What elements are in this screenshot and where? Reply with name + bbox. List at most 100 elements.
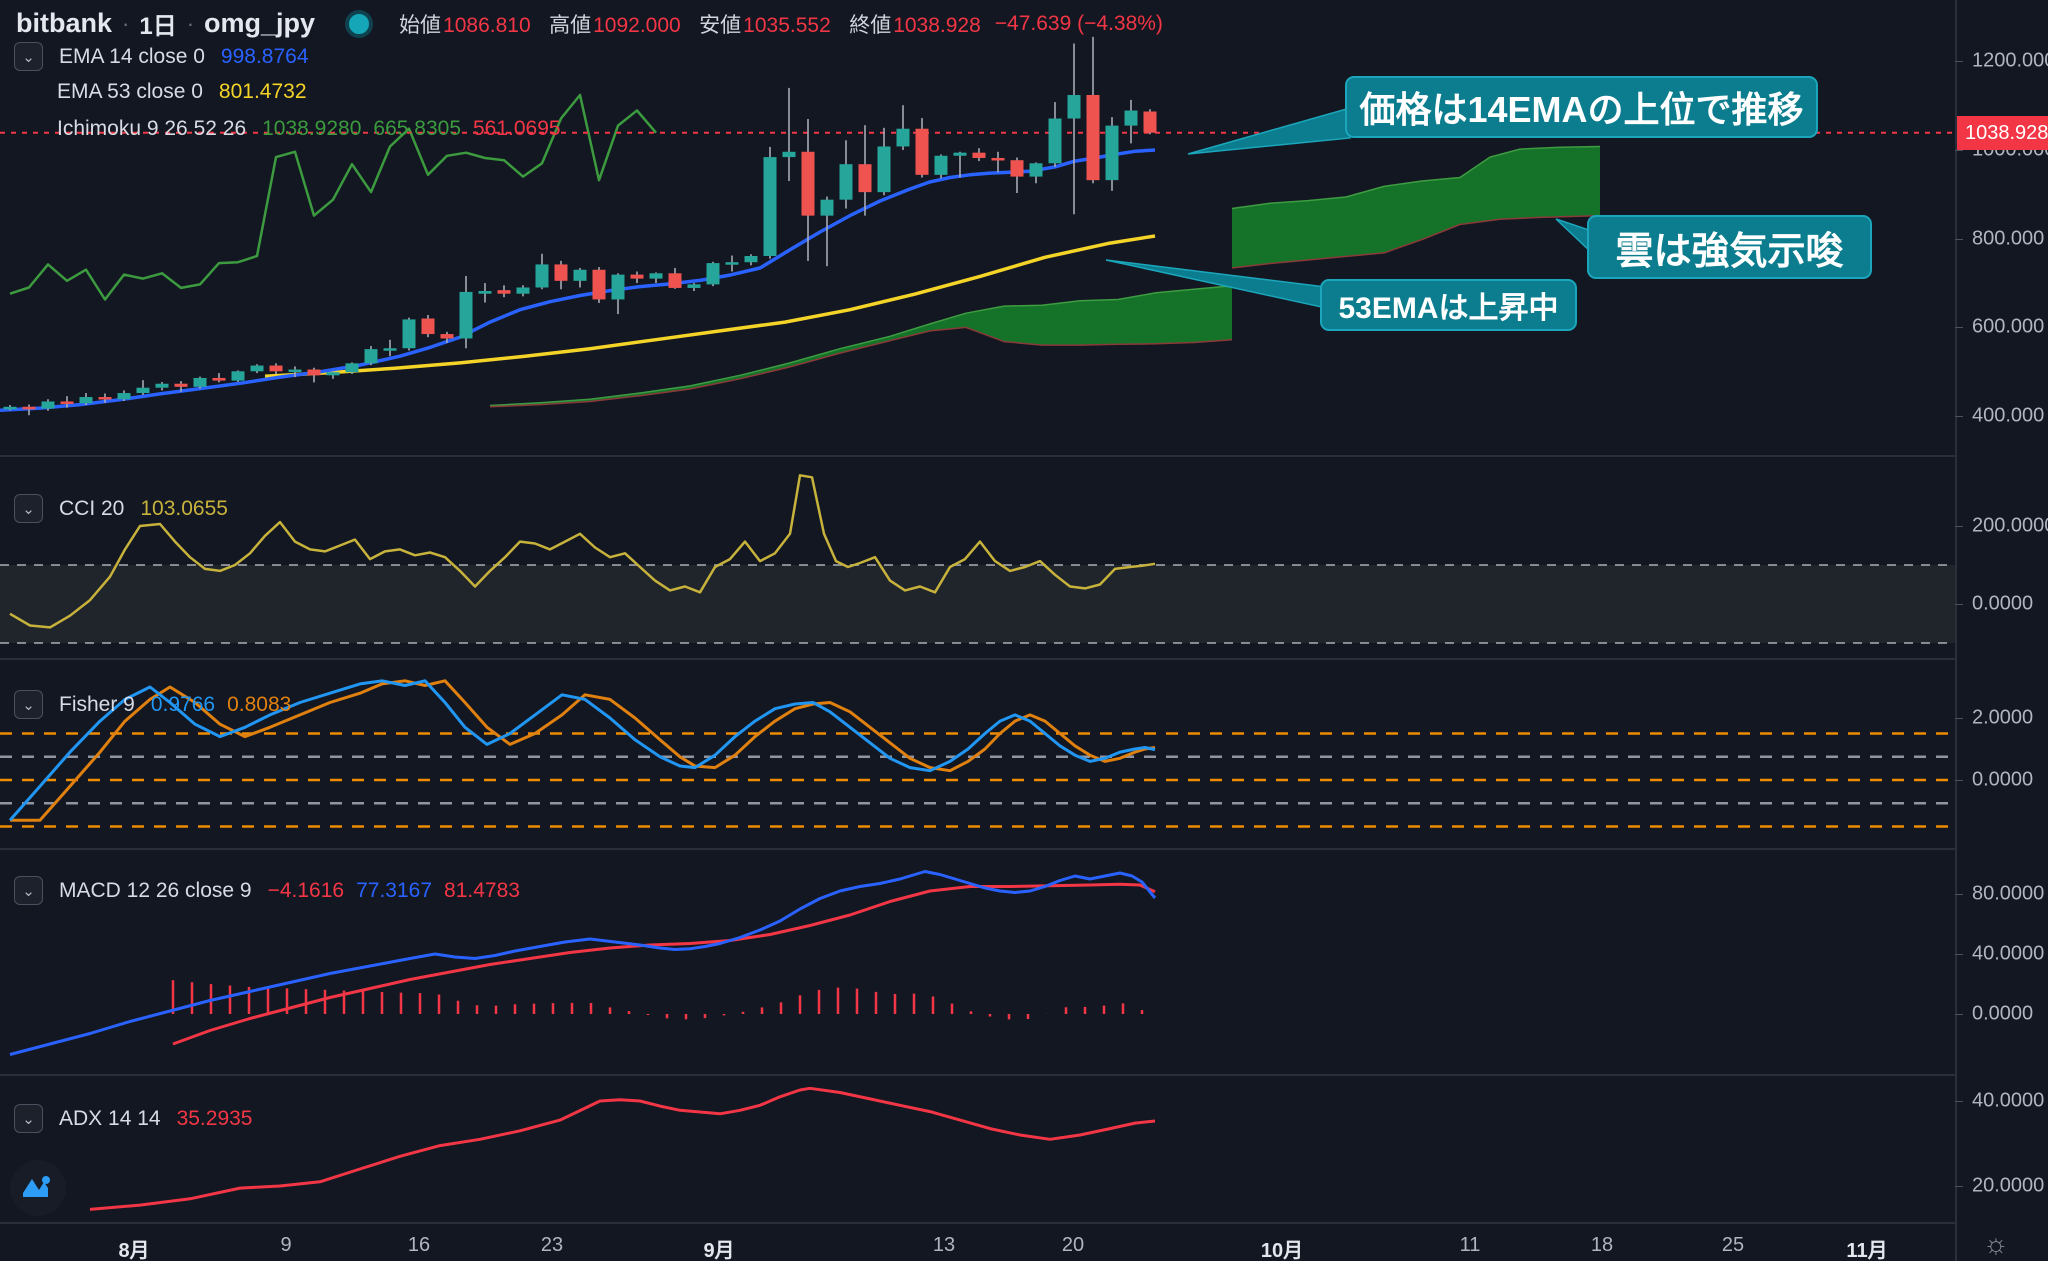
open-value: 1086.810 [443,13,531,37]
cci-value: 103.0655 [140,496,228,520]
price-axis-label: 0.0000 [1972,592,2034,615]
axis-tick [1955,327,1963,328]
axis-tick [1955,526,1963,527]
candlestick-series [3,36,1157,416]
annotation-text: 53EMAは上昇中 [1338,292,1559,325]
indicator-row-adx: ⌄ ADX 14 14 35.2935 [14,1104,265,1133]
annotation-text: 雲は強気示唆 [1615,230,1844,273]
sun-icon[interactable]: ☼ [1983,1228,2009,1259]
axis-tick [1955,894,1963,895]
axis-tick [1955,604,1963,605]
axis-tick [1955,780,1963,781]
change-value: −47.639 (−4.38%) [994,11,1163,35]
indicator-row-macd: ⌄ MACD 12 26 close 9 −4.1616 77.3167 81.… [14,876,532,905]
fisher-value-1: 0.9766 [150,692,216,716]
price-axis-label: 200.0000 [1972,514,2048,537]
time-axis-border [0,1222,1955,1224]
axis-tick [1955,239,1963,240]
ichimoku-cloud [490,285,1232,407]
open-label: 始値 [399,13,442,37]
annotation-text: 価格は14EMAの上位で推移 [1359,89,1804,130]
ema53-value: 801.4732 [218,80,307,103]
fisher-value-2: 0.8083 [227,692,292,716]
price-axis-label: 40.0000 [1972,942,2045,965]
axis-tick [1955,1014,1963,1015]
annotation-callout-price-above-ema[interactable]: 価格は14EMAの上位で推移 [1345,76,1818,138]
ema53-label[interactable]: EMA 53 close 0 [57,80,203,103]
low-label: 安値 [699,13,742,37]
annotation-tail [1187,107,1351,155]
fisher-label[interactable]: Fisher 9 [59,692,135,716]
time-axis-label: 10月 [1260,1240,1304,1261]
ichimoku-label[interactable]: Ichimoku 9 26 52 26 [57,117,247,140]
macd-histogram [171,980,1144,1020]
ichimoku-cloud [1232,146,1600,268]
axis-tick [1955,1101,1963,1102]
time-axis-label: 9 [280,1234,292,1256]
ichimoku-value-2: 665.8305 [373,117,461,140]
chevron-down-icon[interactable]: ⌄ [14,690,43,719]
tradingview-logo[interactable] [10,1160,66,1216]
indicator-row-ema14: ⌄ EMA 14 close 0 998.8764 [14,42,321,71]
interval-button[interactable]: 1日 [139,13,177,40]
low-value: 1035.552 [743,13,831,37]
time-axis-label: 11月 [1846,1240,1888,1261]
pane-separator[interactable] [0,1074,1955,1076]
time-axis-label: 25 [1721,1234,1745,1256]
ohlc-readout: 始値1086.810 高値1092.000 安値1035.552 終値1038.… [399,9,995,39]
pane-separator[interactable] [0,658,1955,660]
close-value: 1038.928 [893,13,981,37]
annotation-callout-cloud-bullish[interactable]: 雲は強気示唆 [1587,215,1872,279]
annotation-callout-ema53-rising[interactable]: 53EMAは上昇中 [1320,279,1577,331]
macd-value-signal: 81.4783 [444,878,520,902]
last-price-badge: 1038.928 [1957,116,2048,150]
axis-tick [1955,416,1963,417]
time-axis-label: 20 [1061,1234,1085,1256]
ema14-value: 998.8764 [220,44,309,68]
indicator-row-ichimoku: Ichimoku 9 26 52 26 1038.9280 665.8305 5… [57,117,573,141]
chevron-down-icon[interactable]: ⌄ [14,42,43,71]
time-axis-label: 18 [1590,1234,1614,1256]
cci-band [0,565,1955,643]
adx-value: 35.2935 [176,1106,253,1130]
time-axis-label: 11 [1459,1234,1481,1256]
price-axis-label: 80.0000 [1972,882,2045,905]
indicator-row-ema53: EMA 53 close 0 801.4732 [57,80,319,104]
cci-label[interactable]: CCI 20 [59,496,125,520]
time-axis-label: 9月 [703,1240,735,1261]
macd-label[interactable]: MACD 12 26 close 9 [59,878,252,902]
axis-tick [1955,150,1963,151]
price-axis-label: 0.0000 [1972,768,2034,791]
time-axis-label: 16 [407,1234,431,1256]
ichimoku-value-1: 1038.9280 [262,117,362,140]
pane-separator[interactable] [0,455,1955,457]
indicator-row-fisher: ⌄ Fisher 9 0.9766 0.8083 [14,690,303,719]
price-axis-label: 2.0000 [1972,706,2034,729]
dot-separator: · [122,10,130,36]
macd-value-hist: −4.1616 [267,878,345,902]
tradingview-logo-icon [23,1176,50,1197]
chevron-down-icon[interactable]: ⌄ [14,494,43,523]
axis-tick [1955,718,1963,719]
price-axis-label: 20.0000 [1972,1174,2045,1197]
macd-value-line: 77.3167 [356,878,433,902]
ema14-label[interactable]: EMA 14 close 0 [59,44,205,68]
price-axis-label: 40.0000 [1972,1089,2045,1112]
pane-separator[interactable] [0,848,1955,850]
chevron-down-icon[interactable]: ⌄ [14,876,43,905]
high-value: 1092.000 [593,13,681,37]
time-axis-label: 13 [932,1234,956,1256]
axis-tick [1955,61,1963,62]
pair-name[interactable]: omg_jpy [204,8,316,38]
chevron-down-icon[interactable]: ⌄ [14,1104,43,1133]
indicator-row-cci: ⌄ CCI 20 103.0655 [14,494,240,523]
ichimoku-value-3: 561.0695 [473,117,561,140]
price-axis-label: 1200.000 [1972,49,2048,72]
adx-label[interactable]: ADX 14 14 [59,1106,161,1130]
high-label: 高値 [549,13,592,37]
close-label: 終値 [849,13,892,37]
symbol-name[interactable]: bitbank [16,8,113,38]
time-axis-label: 8月 [118,1240,150,1261]
